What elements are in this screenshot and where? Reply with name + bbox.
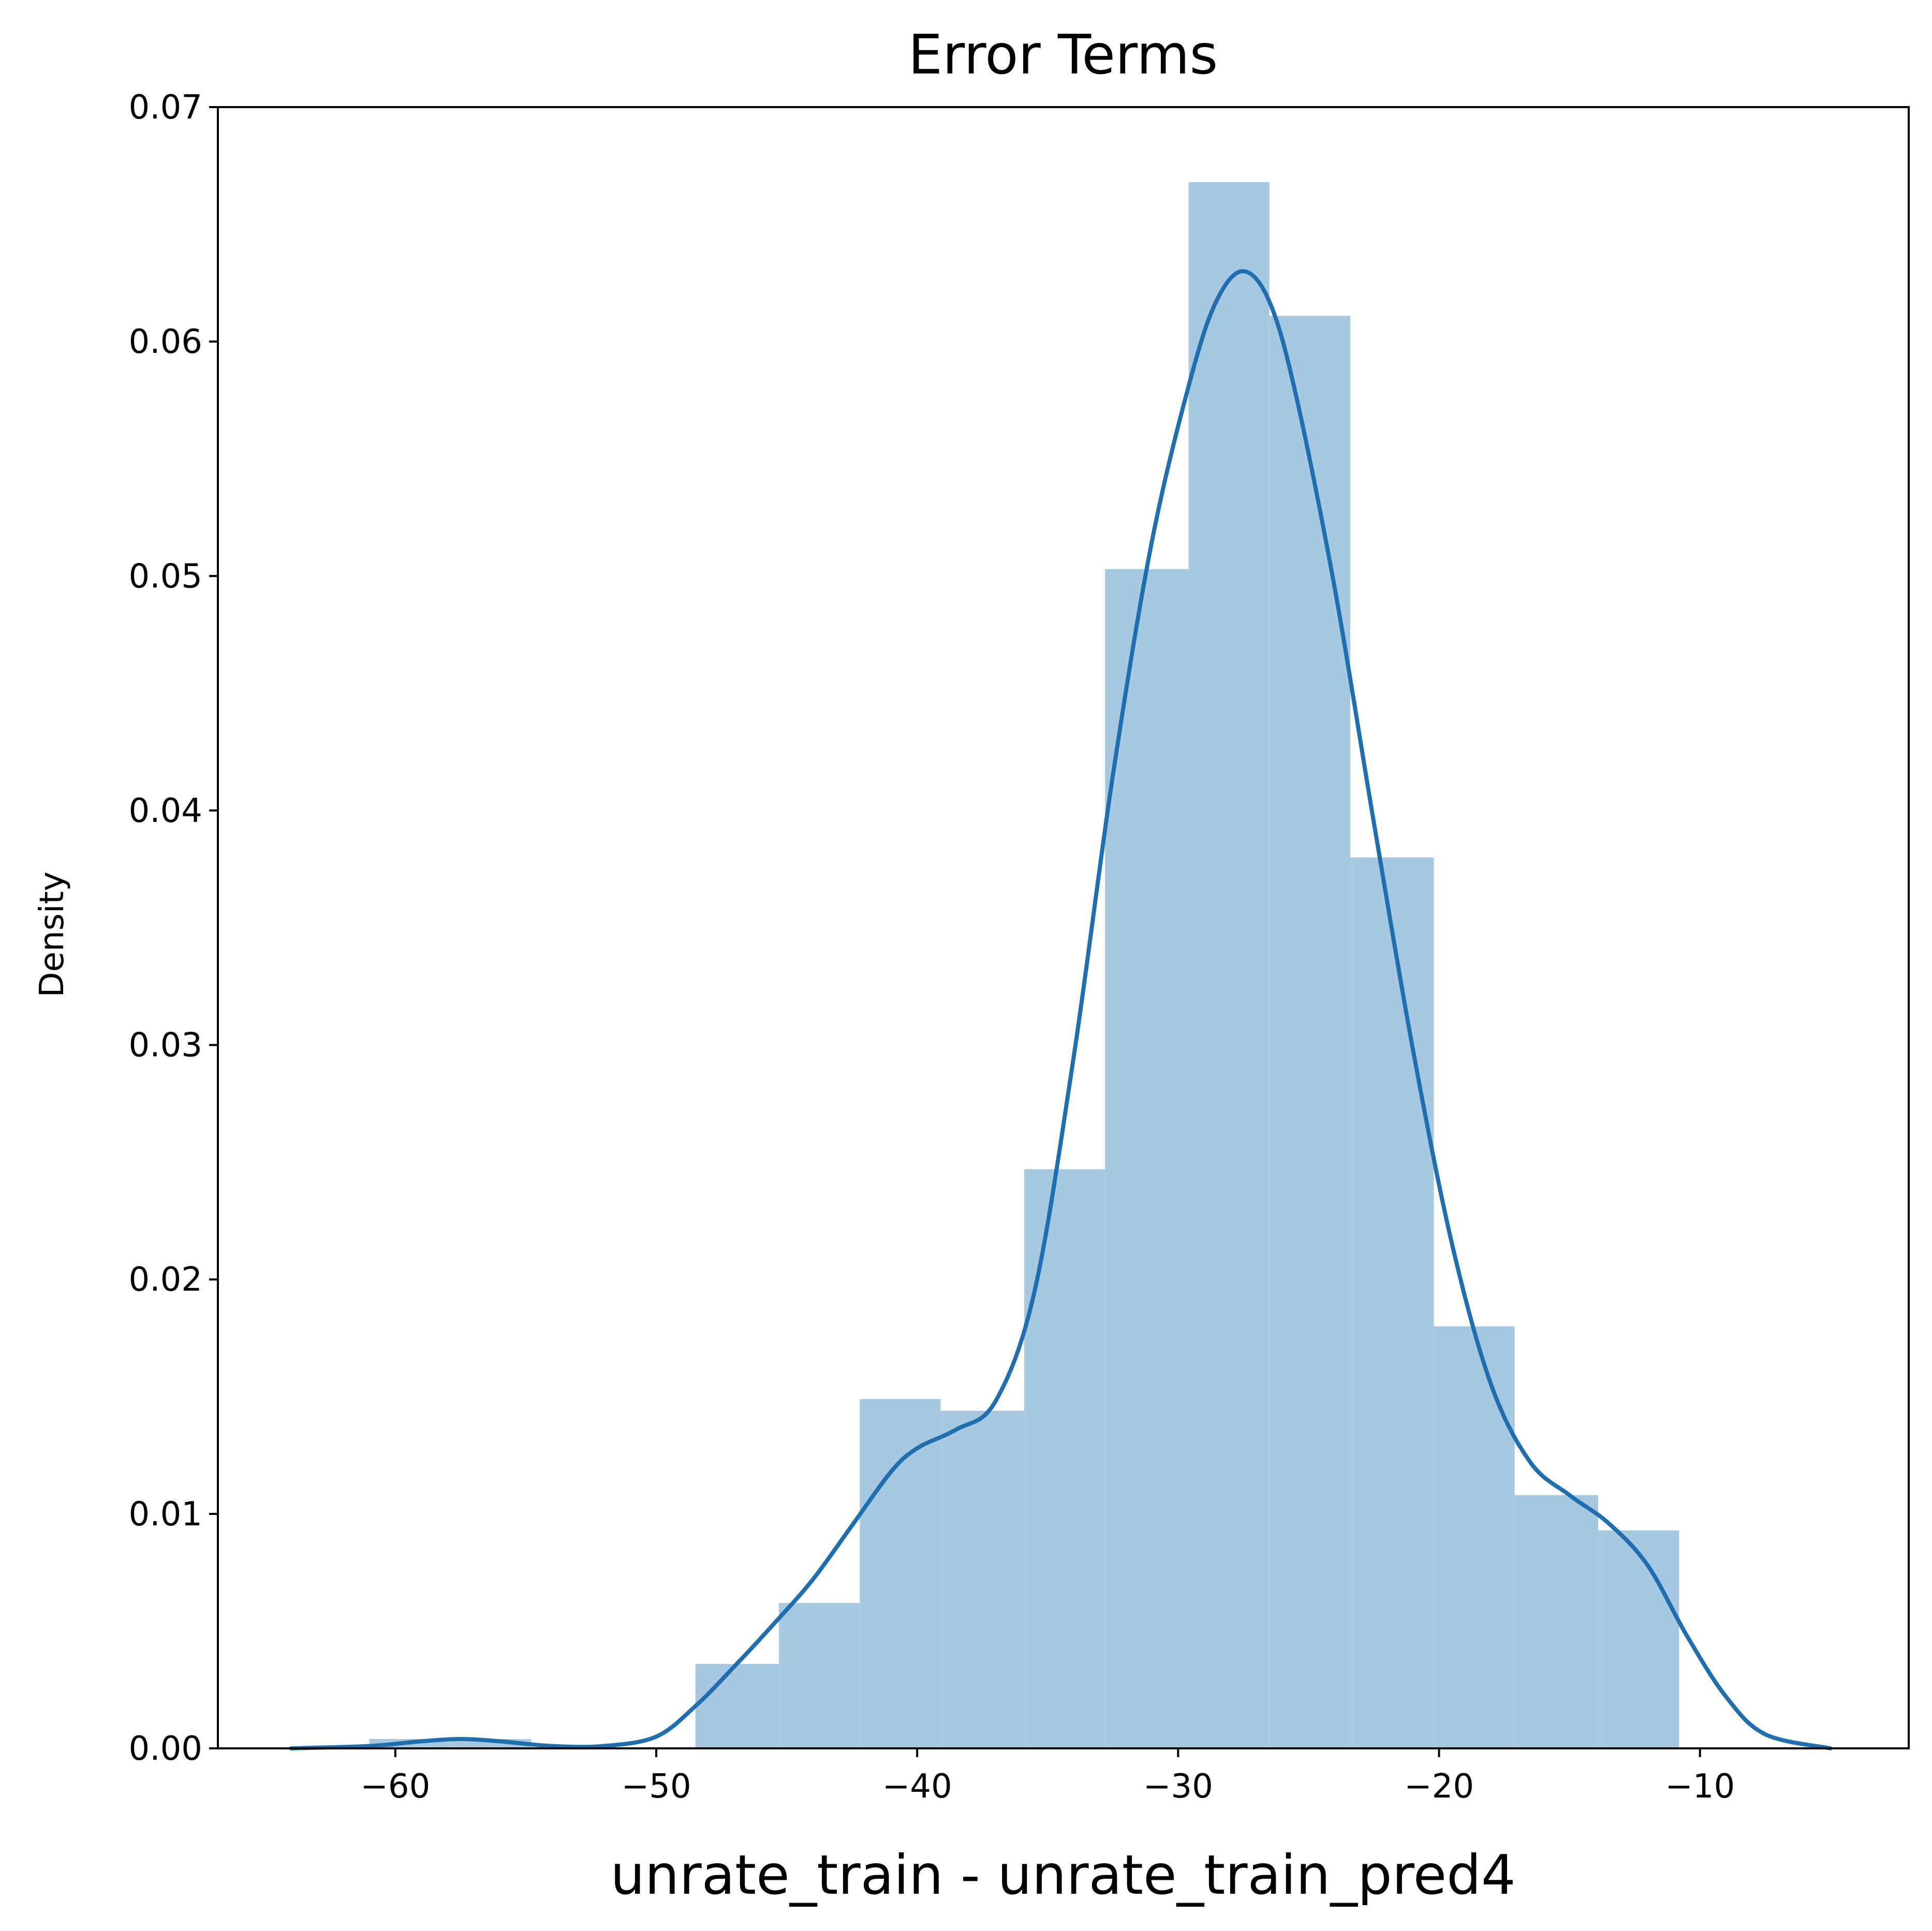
histogram-bar <box>1434 1326 1515 1748</box>
histogram-bar <box>1269 316 1351 1748</box>
x-axis-ticks: −60 −50 −40 −30 −20 −10 <box>360 1748 1735 1806</box>
y-axis-label: Density <box>33 871 71 997</box>
histogram-bar <box>940 1410 1024 1748</box>
x-tick-label: −50 <box>621 1767 691 1806</box>
x-axis-label: unrate_train - unrate_train_pred4 <box>610 1844 1515 1907</box>
y-axis-ticks: 0.00 0.01 0.02 0.03 0.04 0.05 0.06 0.07 <box>129 88 218 1768</box>
kde-curve <box>289 269 1833 1750</box>
x-tick-label: −20 <box>1404 1767 1474 1806</box>
y-tick-label: 0.06 <box>129 323 203 361</box>
y-tick-label: 0.04 <box>129 792 203 830</box>
histogram-bar <box>778 1603 860 1748</box>
histogram-bar <box>1105 569 1189 1748</box>
histogram-bar <box>1188 182 1270 1749</box>
x-tick-label: −60 <box>360 1767 430 1806</box>
x-tick-label: −40 <box>882 1767 952 1806</box>
chart-title: Error Terms <box>908 23 1218 86</box>
histogram-bar <box>1598 1530 1679 1748</box>
y-tick-label: 0.01 <box>129 1495 203 1534</box>
x-tick-label: −30 <box>1143 1767 1213 1806</box>
histogram-bar <box>1350 857 1434 1748</box>
y-tick-label: 0.02 <box>129 1261 203 1299</box>
y-tick-label: 0.03 <box>129 1027 203 1065</box>
histogram-bars <box>369 182 1679 1749</box>
plot-frame <box>217 106 1910 1749</box>
histogram-bar <box>1024 1169 1105 1748</box>
histogram-bar <box>860 1399 941 1748</box>
kde-layer <box>289 269 1833 1750</box>
histogram-bar <box>1514 1495 1599 1748</box>
y-tick-label: 0.07 <box>129 88 203 127</box>
y-tick-label: 0.05 <box>129 557 203 596</box>
histogram-bar <box>695 1663 779 1748</box>
y-tick-label: 0.00 <box>129 1730 203 1768</box>
x-tick-label: −10 <box>1665 1767 1735 1806</box>
